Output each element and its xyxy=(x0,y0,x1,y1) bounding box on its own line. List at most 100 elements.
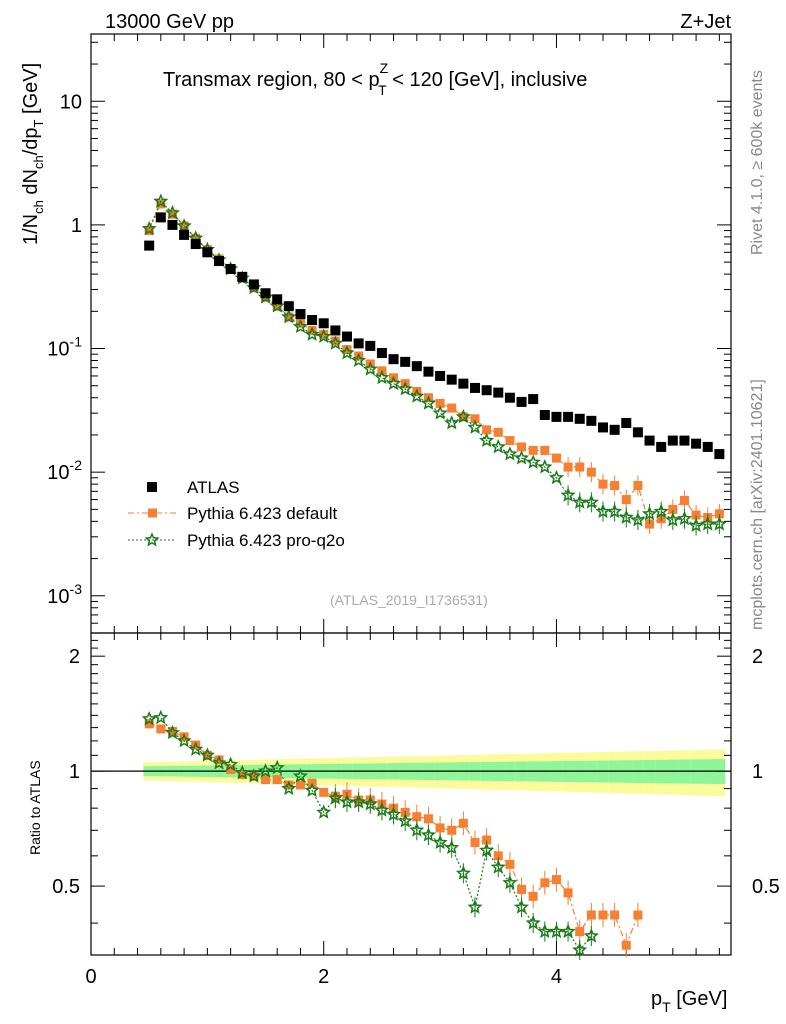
ratio-point-default xyxy=(540,878,550,888)
ratio-point-proq2o xyxy=(269,759,285,775)
point-atlas xyxy=(388,354,399,365)
point-default xyxy=(505,436,515,446)
y-tick-label: 10 xyxy=(60,91,82,113)
ratio-point-default xyxy=(575,927,585,937)
point-default xyxy=(482,425,492,435)
point-proq2o xyxy=(362,361,378,376)
point-proq2o xyxy=(420,395,437,410)
point-default xyxy=(528,445,538,455)
ratio-point-proq2o xyxy=(385,806,402,821)
point-proq2o xyxy=(164,204,181,220)
point-atlas xyxy=(144,240,155,251)
point-proq2o xyxy=(409,388,425,403)
ratio-point-default xyxy=(295,780,305,790)
point-atlas xyxy=(644,435,655,446)
point-atlas xyxy=(202,247,213,258)
ratio-point-default xyxy=(261,775,271,785)
point-default xyxy=(714,509,724,519)
point-default xyxy=(179,221,189,231)
ratio-point-proq2o xyxy=(211,755,227,770)
point-default xyxy=(167,209,177,219)
ratio-point-default xyxy=(167,726,177,736)
ratio-point-default xyxy=(435,823,445,833)
point-proq2o xyxy=(490,438,506,454)
point-default xyxy=(563,462,573,472)
x-axis-title: pT [GeV] xyxy=(651,988,727,1015)
point-atlas xyxy=(621,417,632,428)
point-atlas xyxy=(586,415,597,426)
point-default xyxy=(284,312,294,322)
point-proq2o xyxy=(676,510,693,526)
legend-marker-atlas xyxy=(147,482,157,492)
ratio-panel: 0 2 4 0.5 0.5 1 1 2 2 xyxy=(52,632,780,988)
point-proq2o xyxy=(432,405,448,420)
ratio-point-default xyxy=(237,769,247,779)
ratio-point-default xyxy=(517,884,527,894)
ratio-point-proq2o xyxy=(467,899,483,914)
ratio-point-default xyxy=(272,775,282,785)
point-proq2o xyxy=(397,381,413,396)
point-proq2o xyxy=(141,220,157,236)
point-atlas xyxy=(481,385,492,396)
ratio-point-proq2o xyxy=(176,732,192,748)
point-proq2o xyxy=(513,450,530,465)
ratio-point-proq2o xyxy=(292,768,309,783)
point-proq2o xyxy=(711,516,727,531)
point-atlas xyxy=(411,361,422,372)
point-proq2o xyxy=(583,494,599,509)
point-atlas xyxy=(656,441,667,452)
point-proq2o xyxy=(665,512,681,527)
ratio-point-proq2o xyxy=(455,865,471,880)
ratio-y-tick-label: 2 xyxy=(69,646,80,668)
point-proq2o xyxy=(607,503,623,518)
ratio-point-default xyxy=(412,812,422,822)
legend-marker-proq2o xyxy=(144,532,160,547)
main-panel: 10-3 10-2 10-1 1 10 xyxy=(47,33,732,634)
legend-label-atlas: ATLAS xyxy=(187,478,240,497)
ratio-point-proq2o xyxy=(362,796,378,811)
point-default xyxy=(307,325,317,335)
ratio-frame xyxy=(90,632,732,956)
legend-label-proq2o: Pythia 6.423 pro-q2o xyxy=(187,531,345,550)
point-proq2o xyxy=(525,454,541,469)
point-atlas xyxy=(167,219,178,230)
ratio-point-proq2o xyxy=(432,834,448,849)
point-proq2o xyxy=(641,505,658,521)
point-atlas xyxy=(342,331,352,342)
point-default xyxy=(679,495,689,505)
point-proq2o xyxy=(548,469,565,485)
point-atlas xyxy=(551,411,562,422)
point-atlas xyxy=(248,279,259,290)
point-default xyxy=(330,336,340,346)
ratio-y-tick-label: 1 xyxy=(69,761,80,783)
ratio-point-proq2o xyxy=(316,804,332,819)
point-atlas xyxy=(702,441,713,452)
legend-marker-default xyxy=(148,508,157,518)
panel-title: Transmax region, 80 < pZ T < 120 [GeV], i… xyxy=(163,60,587,98)
ratio-point-default xyxy=(563,888,573,898)
ratio-point-proq2o xyxy=(502,874,518,890)
point-proq2o xyxy=(176,218,192,233)
point-atlas xyxy=(318,318,329,329)
point-atlas xyxy=(493,387,504,398)
ratio-point-default xyxy=(156,724,166,734)
point-atlas xyxy=(376,348,387,359)
ratio-point-default xyxy=(586,910,596,920)
point-proq2o xyxy=(153,193,169,208)
point-atlas xyxy=(307,315,318,326)
x-tick-label: 2 xyxy=(318,966,329,988)
x-tick-label: 0 xyxy=(85,966,96,988)
ratio-point-proq2o xyxy=(199,747,215,762)
legend-label-default: Pythia 6.423 default xyxy=(187,504,338,523)
point-atlas xyxy=(423,366,434,377)
energy-label: 13000 GeV pp xyxy=(105,11,234,33)
point-atlas xyxy=(528,394,539,405)
point-proq2o xyxy=(537,459,553,474)
ratio-point-proq2o xyxy=(537,923,553,939)
point-proq2o xyxy=(618,509,634,524)
ratio-point-default xyxy=(482,835,492,845)
point-default xyxy=(144,226,154,236)
point-proq2o xyxy=(467,419,483,434)
point-default xyxy=(668,504,678,514)
y-tick-label: 1 xyxy=(71,215,82,237)
